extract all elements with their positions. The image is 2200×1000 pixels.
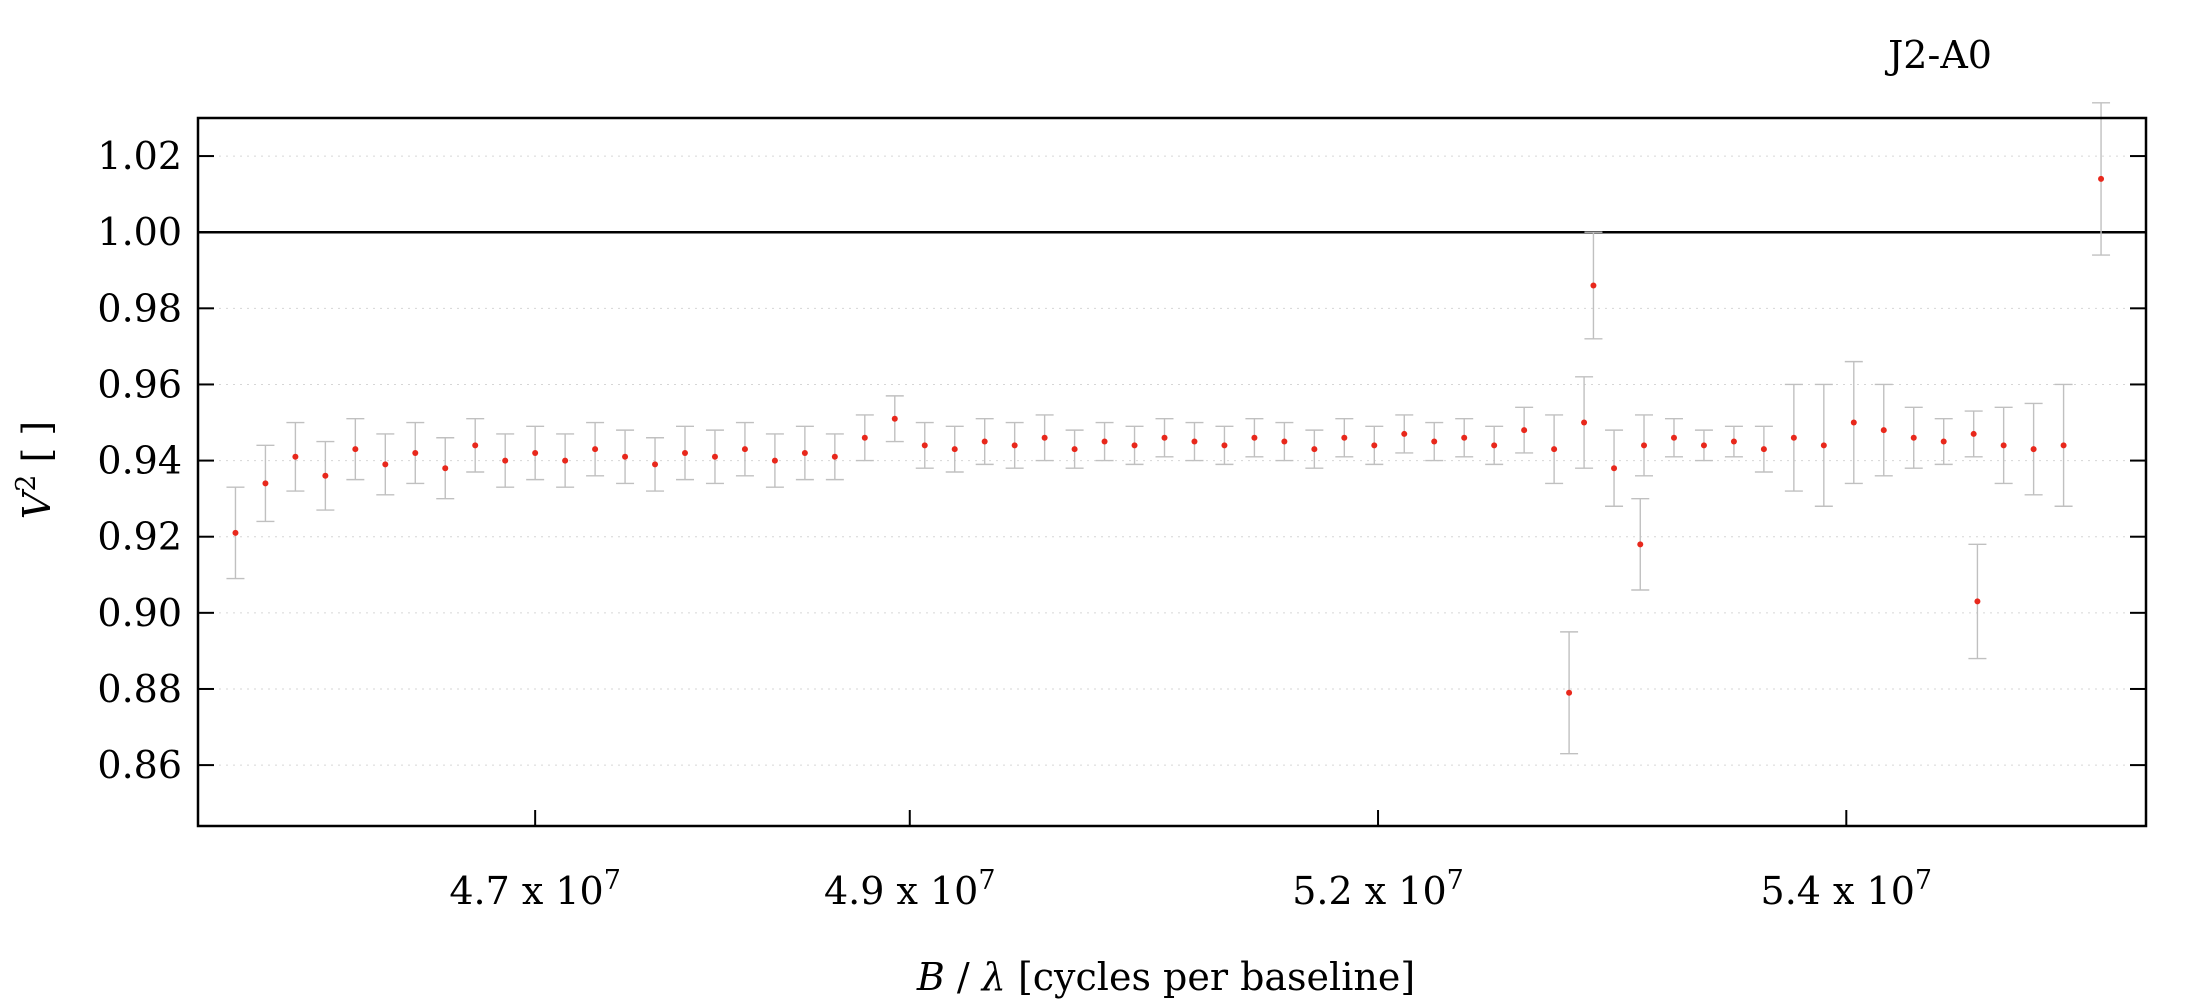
data-point <box>472 442 479 449</box>
data-point <box>1311 446 1318 453</box>
data-point <box>2098 175 2105 182</box>
chart-title: J2-A0 <box>1884 33 1992 77</box>
data-point <box>232 529 239 536</box>
data-point <box>1521 427 1528 434</box>
data-point <box>981 438 988 445</box>
y-tick-label: 1.02 <box>97 134 182 178</box>
y-tick-label: 0.88 <box>97 667 182 711</box>
data-point <box>1131 442 1138 449</box>
data-point <box>1221 442 1228 449</box>
data-point <box>831 453 838 460</box>
y-tick-label: 0.98 <box>97 286 182 330</box>
data-point <box>1431 438 1438 445</box>
data-point <box>412 449 419 456</box>
data-point <box>382 461 389 468</box>
data-point <box>1041 434 1048 441</box>
data-point <box>1790 434 1797 441</box>
data-point <box>1670 434 1677 441</box>
data-point <box>1251 434 1258 441</box>
data-point <box>562 457 569 464</box>
data-point <box>1730 438 1737 445</box>
y-tick-label: 0.90 <box>97 591 182 635</box>
x-ticks: 4.7 x 107 4.9 x 107 5.2 x 107 5.4 x 107 <box>449 810 1932 913</box>
data-point <box>292 453 299 460</box>
data-point <box>711 453 718 460</box>
data-point <box>1371 442 1378 449</box>
data-point <box>1850 419 1857 426</box>
data-point <box>1191 438 1198 445</box>
data-point <box>1011 442 1018 449</box>
data-point <box>1611 465 1618 472</box>
data-point <box>1820 442 1827 449</box>
y-tick-label: 0.96 <box>97 362 182 406</box>
data-point <box>592 446 599 453</box>
data-points <box>232 175 2105 696</box>
y-tick-label: 0.92 <box>97 515 182 559</box>
y-axis-label: V2 [ ] <box>11 421 59 519</box>
data-point <box>1590 282 1597 289</box>
data-point <box>1581 419 1588 426</box>
data-point <box>2000 442 2007 449</box>
data-point <box>1551 446 1558 453</box>
data-point <box>1566 689 1573 696</box>
y-tick-label: 1.00 <box>97 210 182 254</box>
data-point <box>2060 442 2067 449</box>
data-point <box>1341 434 1348 441</box>
data-point <box>532 449 539 456</box>
data-point <box>1637 541 1644 548</box>
data-point <box>1101 438 1108 445</box>
data-point <box>682 449 688 456</box>
data-point <box>352 446 359 453</box>
error-bars <box>226 102 2111 755</box>
y-ticks: 1.02 1.00 0.98 0.96 0.94 0.92 0.90 0.88 0.86 <box>97 134 2146 787</box>
data-point <box>1760 446 1767 453</box>
data-point <box>322 472 329 479</box>
data-point <box>861 434 868 441</box>
data-point <box>1461 434 1468 441</box>
x-tick-label: 4.9 x 107 <box>824 865 996 913</box>
y-tick-label: 0.94 <box>97 439 182 483</box>
data-point <box>1281 438 1288 445</box>
data-point <box>1401 430 1408 437</box>
x-tick-label: 5.2 x 107 <box>1292 865 1464 913</box>
data-point <box>1161 434 1168 441</box>
data-point <box>1641 442 1648 449</box>
data-point <box>262 480 269 487</box>
data-point <box>442 465 449 472</box>
x-axis-label: B / λ [cycles per baseline] <box>916 955 1415 999</box>
x-tick-label: 5.4 x 107 <box>1761 865 1933 913</box>
plot-frame <box>196 116 2148 828</box>
data-point <box>801 449 808 456</box>
data-point <box>1970 430 1977 437</box>
data-point <box>1071 446 1078 453</box>
data-point <box>951 446 958 453</box>
data-point <box>652 461 659 468</box>
data-point <box>1910 434 1917 441</box>
y-tick-label: 0.86 <box>97 743 182 787</box>
data-point <box>921 442 928 449</box>
data-point <box>1974 598 1981 605</box>
data-point <box>1880 427 1887 434</box>
data-point <box>1700 442 1707 449</box>
data-point <box>1940 438 1947 445</box>
data-point <box>891 415 898 422</box>
data-point <box>622 453 629 460</box>
data-point <box>1491 442 1498 449</box>
data-point <box>741 446 748 453</box>
data-point <box>771 457 778 464</box>
x-tick-label: 4.7 x 107 <box>449 865 621 913</box>
data-point <box>2030 446 2037 453</box>
data-point <box>502 457 509 464</box>
